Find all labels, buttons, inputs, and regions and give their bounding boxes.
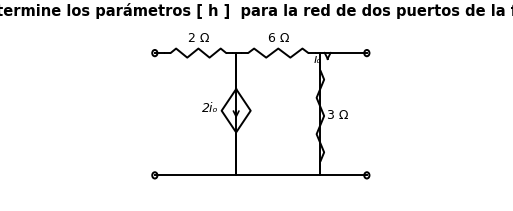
- Text: 6 Ω: 6 Ω: [268, 32, 289, 45]
- Text: 2iₒ: 2iₒ: [202, 103, 218, 115]
- Text: iₒ: iₒ: [314, 53, 323, 66]
- Text: 1.- Determine los parámetros [ h ]  para la red de dos puertos de la figura.: 1.- Determine los parámetros [ h ] para …: [0, 3, 513, 19]
- Text: 2 Ω: 2 Ω: [188, 32, 209, 45]
- Text: 3 Ω: 3 Ω: [327, 110, 348, 122]
